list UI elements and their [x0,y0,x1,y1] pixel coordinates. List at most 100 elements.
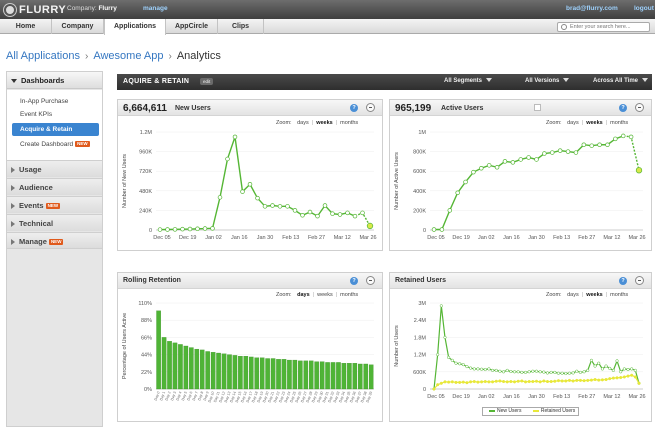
rolling-retention-chart[interactable]: 0% 22% 44% 66% 88% 110% Percentage of Users Ac… [118,299,382,421]
sidebar-item-in-app-purchase[interactable]: In-App Purchase [20,98,69,105]
tab-clips[interactable]: Clips [218,19,264,34]
versions-dropdown[interactable]: All Versions [525,78,570,84]
zoom-months[interactable]: months [340,120,359,126]
new-users-point [476,367,480,371]
legend-retained-users[interactable]: Retained Users [540,408,576,414]
x-tick-label: Day 13 [224,391,232,403]
retention-bar [287,359,292,390]
new-users-point [195,226,200,232]
zoom-days[interactable]: days [567,120,579,126]
retention-bar [248,356,254,390]
sidebar-item-create-dashboard[interactable]: Create Dashboard NEW [20,141,90,148]
x-tick-label: Jan 16 [503,394,520,400]
search-box[interactable] [557,22,650,32]
time-range-dropdown[interactable]: Across All Time [593,78,649,84]
share-icon[interactable] [635,276,644,285]
new-users-point [611,368,615,372]
y-tick-label: 66% [141,335,152,341]
sidebar-dashboards-header[interactable]: Dashboards [7,72,102,89]
x-tick-label: Day 0 [154,391,161,401]
retention-bar [194,348,200,390]
share-icon[interactable] [366,276,375,285]
manage-link[interactable]: manage [143,5,168,12]
retention-bar [178,344,183,390]
retained-users-point [586,378,590,382]
zoom-weeks[interactable]: weeks [586,292,603,298]
x-tick-label: Dec 19 [179,235,196,241]
y-tick-label: 480K [139,189,152,195]
new-users-point [578,370,582,374]
logo-text: FLURRY [19,3,67,16]
retention-bar [199,349,205,390]
sidebar-group-technical[interactable]: Technical [7,214,102,231]
share-icon[interactable] [366,103,375,112]
help-icon[interactable]: ? [350,104,358,112]
compare-checkbox[interactable] [534,104,541,111]
sidebar-group-events[interactable]: Events NEW [7,196,102,213]
tab-home[interactable]: Home [0,19,52,34]
retained-users-point [476,380,480,384]
sidebar-group-audience[interactable]: Audience [7,178,102,195]
zoom-months[interactable]: months [610,292,629,298]
help-icon[interactable]: ? [619,277,627,285]
x-tick-label: Day 36 [349,391,357,403]
zoom-months[interactable]: months [340,292,359,298]
active-users-chart[interactable]: 0 200K 400K 600K 800K 1M Number of Active User… [390,128,651,250]
logout-link[interactable]: logout [634,5,654,12]
sidebar-item-event-kpis[interactable]: Event KPIs [20,111,53,118]
tab-company[interactable]: Company [52,19,104,34]
segments-dropdown[interactable]: All Segments [444,78,493,84]
legend-swatch-new-users [489,409,495,412]
retained-users-point [538,380,542,384]
zoom-days[interactable]: days [297,292,310,298]
share-icon[interactable] [635,103,644,112]
dashboard-header: AQUIRE & RETAIN edit All Segments All Ve… [117,74,652,90]
x-tick-label: Day 8 [197,391,204,401]
retained-users-panel: Retained Users ? Zoom: days | weeks | months… [389,272,652,422]
breadcrumb-all-applications[interactable]: All Applications [6,50,80,62]
legend-new-users[interactable]: New Users [497,408,522,414]
breadcrumb-app[interactable]: Awesome App [93,50,164,62]
zoom-days[interactable]: days [297,120,309,126]
active-users-point [613,136,618,142]
new-users-chart[interactable]: 0 240K 480K 720K 960K 1.2M Number of New Users… [118,128,382,250]
collapse-triangle-icon [11,79,17,84]
y-tick-label: 1M [418,130,426,136]
zoom-months[interactable]: months [610,120,629,126]
active-users-point [605,142,610,147]
zoom-days[interactable]: days [567,292,579,298]
retained-users-chart[interactable]: 0 600K 1.2M 1.8M 2.4M 3M Number of Users Dec 05… [390,299,651,411]
help-icon[interactable]: ? [350,277,358,285]
dropdown-arrow-icon [642,78,649,83]
zoom-weeks[interactable]: weeks [317,292,333,298]
new-users-point [315,213,320,219]
zoom-weeks[interactable]: weeks [316,120,333,126]
retention-bar [216,352,221,390]
sidebar-group-manage[interactable]: Manage NEW [7,232,102,249]
sidebar-group-usage[interactable]: Usage [7,160,102,177]
tab-applications[interactable]: Applications [104,19,166,35]
tab-appcircle[interactable]: AppCircle [166,19,218,34]
new-users-point [225,156,230,162]
new-users-point [447,355,451,360]
user-email-link[interactable]: brad@flurry.com [566,5,618,12]
new-users-point [545,371,550,375]
help-icon[interactable]: ? [619,104,627,112]
zoom-weeks[interactable]: weeks [586,120,603,126]
retention-bar [347,363,352,390]
edit-dashboard-button[interactable]: edit [200,78,214,85]
new-users-point [285,204,290,209]
x-tick-label: Day 32 [327,391,335,403]
x-tick-label: Day 5 [181,391,188,401]
x-tick-label: Day 24 [284,391,292,403]
retained-users-point [582,379,586,383]
y-tick-label: 720K [139,169,152,175]
x-tick-label: Day 11 [213,391,221,403]
flurry-logo[interactable]: FLURRY [4,3,66,16]
new-users-point [534,369,539,373]
x-tick-label: Day 16 [240,391,248,403]
sidebar-item-acquire-retain[interactable]: Acquire & Retain [12,123,99,136]
x-tick-label: Feb 13 [553,394,570,400]
new-users-point [292,208,298,213]
search-input[interactable] [570,23,648,31]
